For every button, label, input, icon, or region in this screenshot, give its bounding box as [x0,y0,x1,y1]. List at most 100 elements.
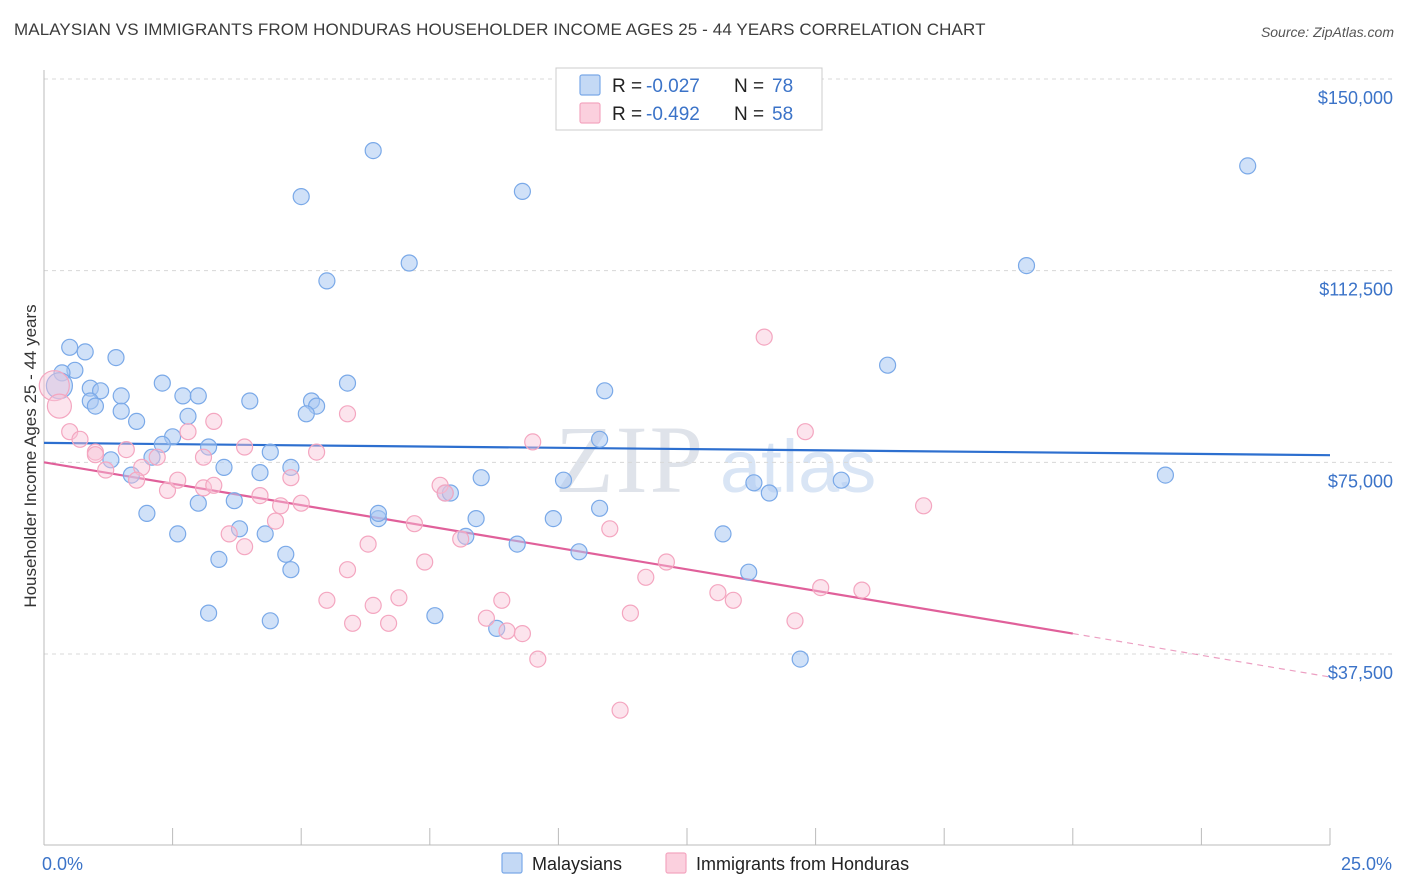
point-honduras [251,487,269,505]
point-malaysians [544,509,562,528]
point-malaysians [1156,466,1175,484]
point-malaysians [153,374,171,392]
x-tick-label-max: 25.0% [1341,854,1392,874]
trend-line-malaysians [43,441,1331,457]
point-honduras [786,612,804,630]
y-tick-label-1: $75,000 [1328,471,1393,491]
point-malaysians [61,338,79,356]
point-malaysians [76,343,94,361]
point-malaysians [740,563,758,581]
point-malaysians [112,387,130,405]
point-malaysians [745,474,763,492]
point-malaysians [513,182,532,200]
trend-line-honduras [43,461,1073,635]
legend-n-value-honduras: 58 [772,104,793,125]
point-malaysians [508,535,526,553]
point-honduras [282,469,300,487]
point-honduras [38,370,70,402]
legend-swatch-malaysians [579,74,601,96]
point-honduras [205,412,223,430]
x-tick-label-min: 0.0% [42,854,83,874]
point-malaysians [230,520,249,538]
legend-swatch-honduras [579,102,601,124]
point-malaysians [153,435,171,453]
point-honduras [46,393,73,419]
point-honduras [853,581,871,599]
point-honduras [611,701,629,719]
point-malaysians [791,650,809,668]
point-malaysians [400,254,418,272]
point-honduras [71,430,89,448]
point-malaysians [256,525,274,543]
point-malaysians [554,471,573,489]
point-honduras [493,591,511,609]
point-honduras [436,484,454,502]
data-points [38,142,1257,719]
point-malaysians [225,492,243,510]
point-honduras [272,497,290,515]
point-malaysians [292,188,310,206]
point-honduras [637,568,655,586]
stats-legend: R = -0.027 N = 78 R = -0.492 N = 58 [555,67,823,131]
point-honduras [657,553,676,571]
point-honduras [205,476,223,494]
point-malaysians [1239,157,1257,175]
legend-r-value-honduras: -0.492 [646,104,700,125]
point-honduras [796,423,814,441]
point-honduras [390,589,408,607]
point-malaysians [102,451,120,469]
point-honduras [709,584,727,602]
point-honduras [194,448,213,466]
point-malaysians [128,412,146,430]
point-malaysians [138,504,156,523]
point-malaysians [878,356,897,374]
point-malaysians [261,443,279,461]
point-malaysians [1017,257,1036,275]
point-malaysians [338,374,357,392]
chart-title: MALAYSIAN VS IMMIGRANTS FROM HONDURAS HO… [14,20,986,39]
point-malaysians [364,142,382,160]
legend-r-value-malaysians: -0.027 [646,76,700,97]
point-honduras [266,512,285,530]
point-malaysians [189,387,207,405]
point-honduras [292,494,310,512]
point-malaysians [760,484,778,502]
legend-r-label-2: R = [612,104,642,125]
watermark-zip: ZIP [555,406,705,513]
point-honduras [364,596,382,615]
point-honduras [344,614,362,632]
point-honduras [416,553,434,571]
point-honduras [179,423,197,441]
point-malaysians [318,272,336,290]
point-malaysians [112,402,130,420]
trend-lines [43,441,1331,678]
point-malaysians [169,525,187,543]
point-honduras [97,461,115,479]
point-honduras [812,578,830,597]
point-malaysians [86,397,105,415]
axes [43,70,1331,846]
point-malaysians [261,612,279,630]
point-honduras [405,515,423,533]
point-malaysians [472,469,490,487]
point-honduras [220,525,238,543]
point-malaysians [200,604,218,622]
point-malaysians [282,561,300,579]
point-honduras [86,446,105,464]
point-honduras [529,650,547,668]
point-malaysians [200,438,218,456]
legend-n-value-malaysians: 78 [772,76,793,97]
point-malaysians [488,619,506,638]
point-malaysians [251,464,269,482]
legend-n-label-1: N = [734,76,764,97]
point-honduras [359,535,377,553]
point-malaysians [832,471,850,489]
point-honduras [117,441,135,459]
point-honduras [755,328,773,346]
point-malaysians [297,405,315,423]
point-honduras [133,458,151,476]
point-honduras [601,520,619,538]
point-honduras [498,622,516,640]
point-honduras [338,405,357,423]
